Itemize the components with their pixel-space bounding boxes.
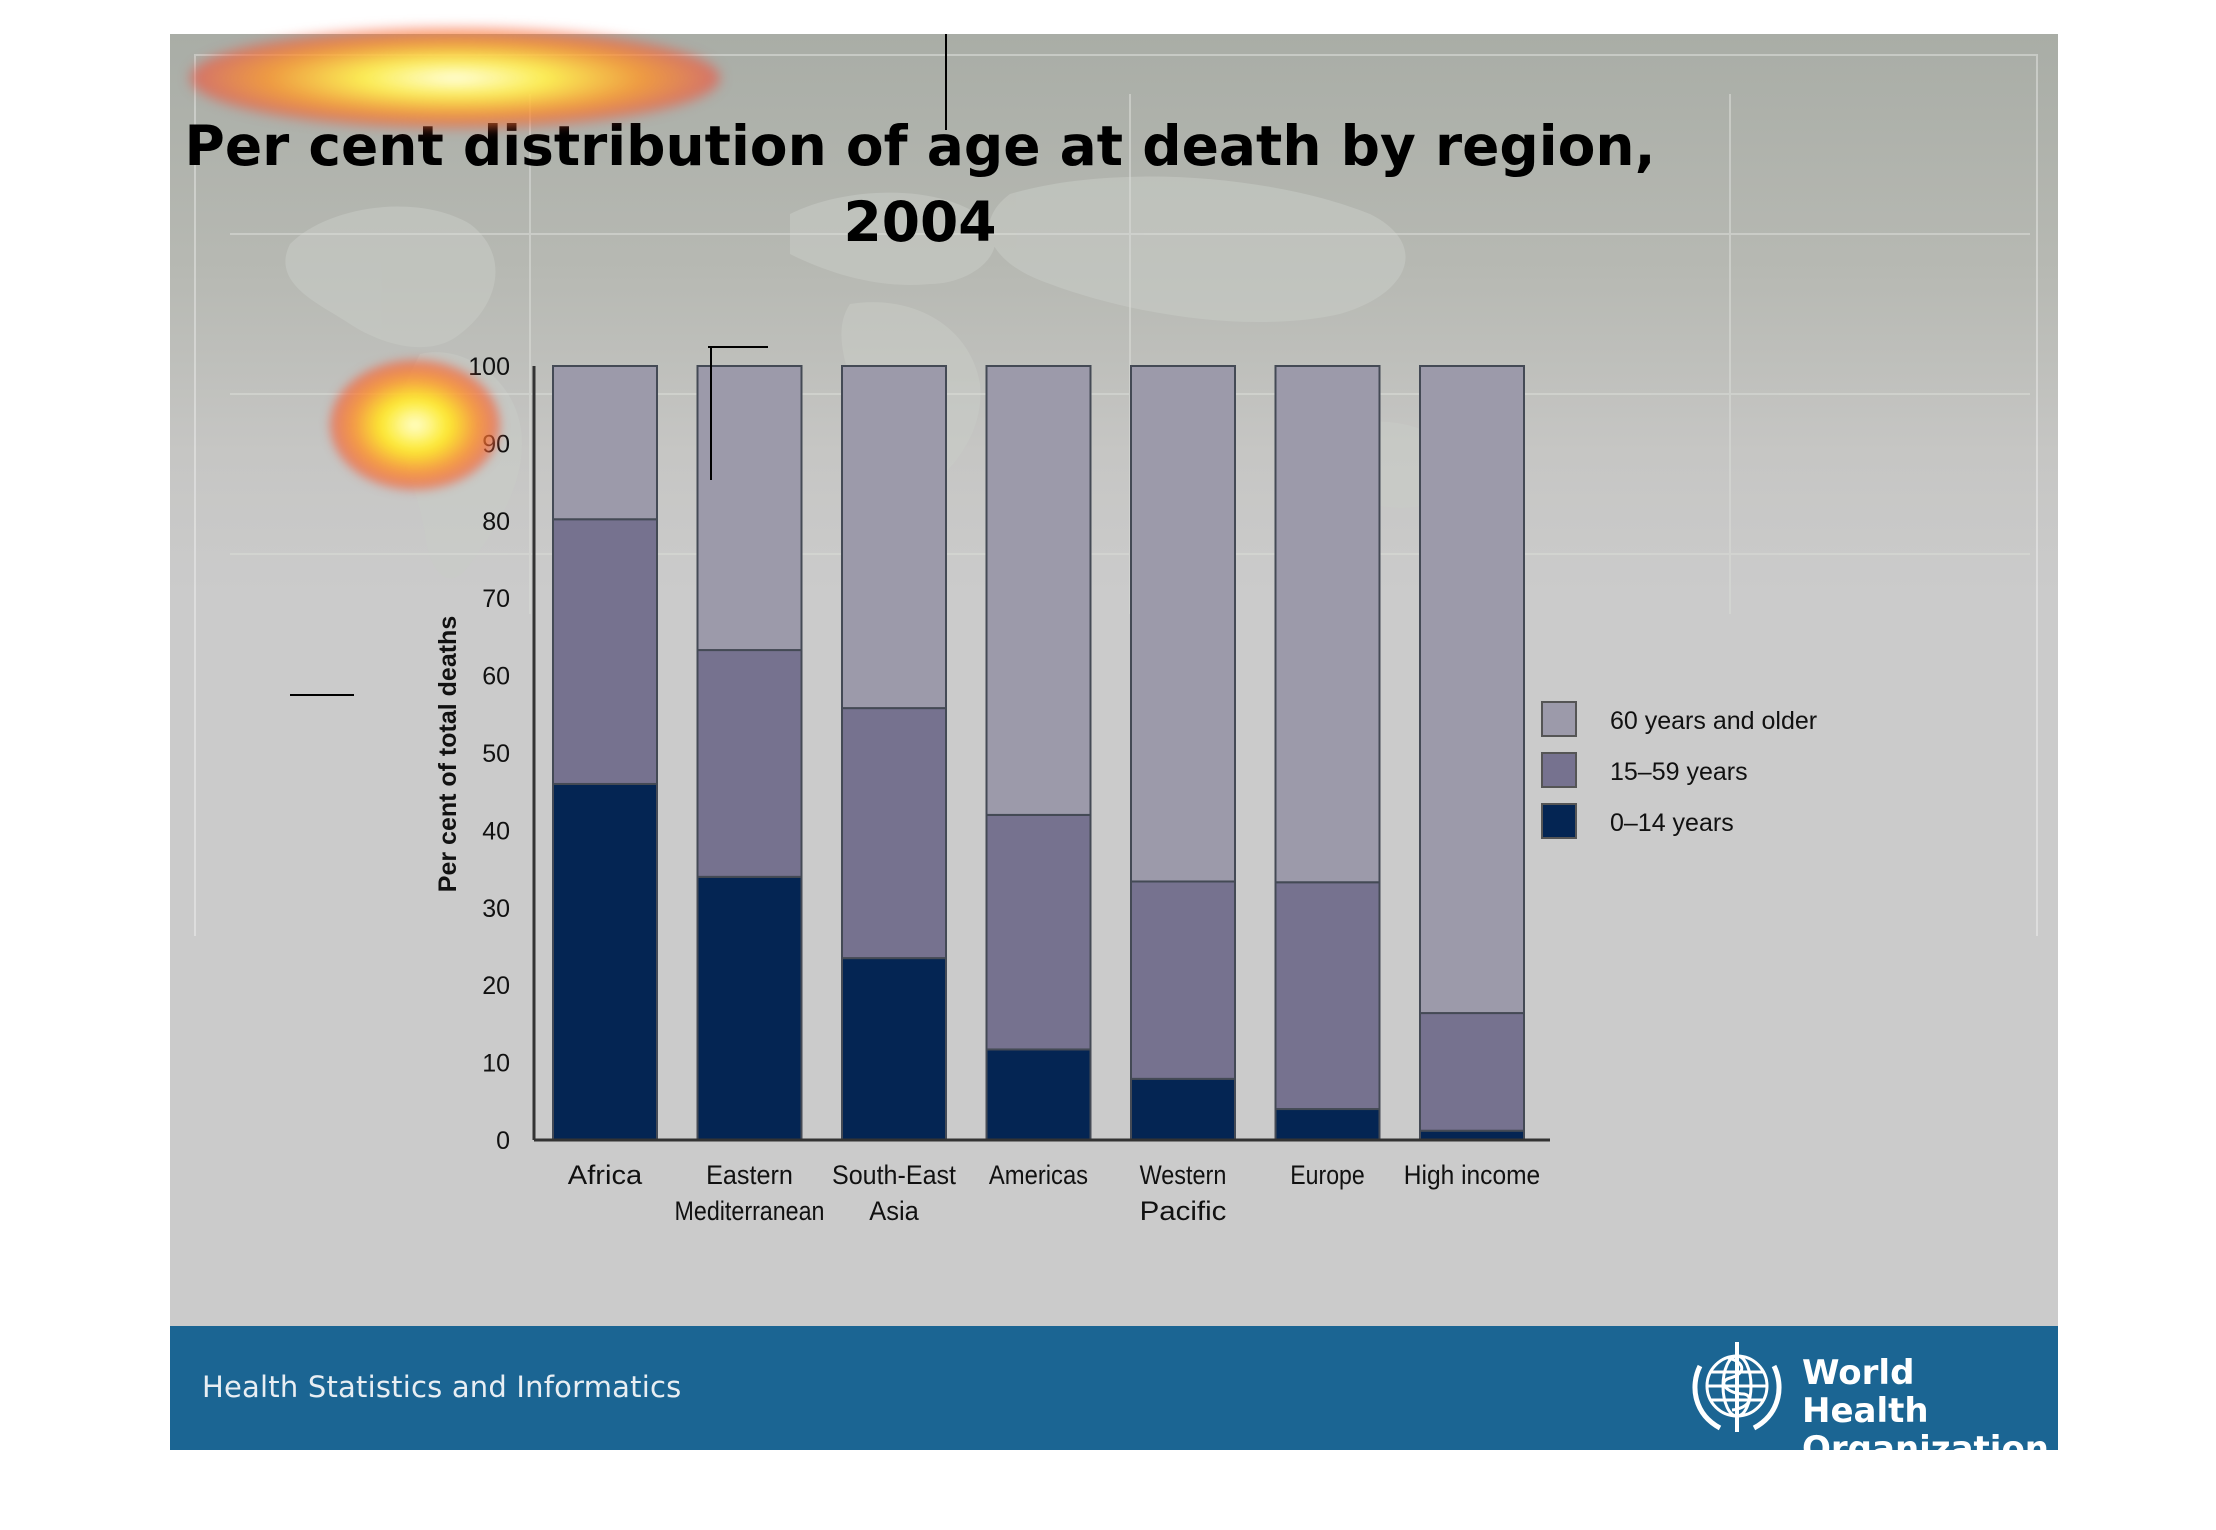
bar-western-pacific-60-years-and-older: [1130, 365, 1236, 883]
chart-title-line-2: 2004: [843, 190, 997, 254]
legend-swatch-15-59-years: [1541, 752, 1577, 788]
x-tick-label: Mediterranean: [675, 1196, 825, 1226]
y-tick-label: 100: [468, 353, 510, 381]
bar-eastern-mediterranean-15-59-years: [696, 649, 803, 878]
y-axis-title: Per cent of total deaths: [434, 616, 462, 892]
x-tick-label: High income: [1404, 1160, 1540, 1190]
legend-swatch-0-14-years: [1541, 803, 1577, 839]
bar-americas-0-14-years: [985, 1048, 1092, 1142]
bar-africa-15-59-years: [552, 518, 658, 785]
bar-europe-0-14-years: [1274, 1108, 1381, 1142]
x-tick-label: Eastern: [706, 1160, 793, 1190]
annotation-line-corner-vertical: [710, 346, 712, 480]
x-tick-label: Pacific: [1140, 1196, 1227, 1226]
y-tick-label: 80: [482, 508, 510, 536]
x-tick-label: Africa: [568, 1160, 643, 1190]
y-tick-label: 40: [482, 817, 510, 845]
x-tick-label: Western: [1140, 1160, 1227, 1190]
legend-swatch-60-years-and-older: [1541, 701, 1577, 737]
x-tick-label: Europe: [1290, 1160, 1364, 1190]
y-tick-label: 0: [496, 1127, 510, 1155]
bar-high-income-60-years-and-older: [1419, 365, 1525, 1015]
bar-south-east-asia-60-years-and-older: [841, 365, 947, 710]
bar-south-east-asia-15-59-years: [841, 707, 947, 960]
who-wordmark-line-1: World Health: [1802, 1353, 1929, 1431]
bar-americas-60-years-and-older: [985, 365, 1092, 816]
y-tick-label: 20: [482, 972, 510, 1000]
bar-europe-60-years-and-older: [1274, 365, 1381, 884]
y-tick-label: 60: [482, 663, 510, 691]
bar-high-income-15-59-years: [1419, 1012, 1525, 1132]
bar-western-pacific-15-59-years: [1130, 880, 1236, 1080]
bar-eastern-mediterranean-0-14-years: [696, 875, 803, 1142]
slide: Per cent distribution of age at death by…: [170, 34, 2058, 1450]
chart-title: Per cent distribution of age at death by…: [170, 108, 1670, 260]
bar-europe-15-59-years: [1274, 881, 1381, 1111]
bar-americas-15-59-years: [985, 813, 1092, 1051]
bar-western-pacific-0-14-years: [1130, 1077, 1236, 1142]
annotation-line-corner-horizontal: [708, 346, 768, 348]
bar-africa-60-years-and-older: [552, 365, 658, 521]
who-wordmark-line-2: Organization: [1802, 1429, 2050, 1450]
axes-layer: [532, 366, 1550, 1142]
bar-africa-0-14-years: [552, 782, 658, 1142]
y-tick-label: 50: [482, 740, 510, 768]
x-tick-label: Asia: [869, 1196, 920, 1226]
annotation-line-vertical-top: [945, 34, 947, 130]
who-emblem-icon: [1692, 1342, 1782, 1432]
y-tick-label: 70: [482, 585, 510, 613]
footer-bar: Health Statistics and Informatics World …: [170, 1326, 2058, 1450]
bar-south-east-asia-0-14-years: [841, 957, 947, 1141]
who-wordmark: World Health Organization: [1802, 1354, 2049, 1450]
legend: 60 years and older 15–59 years 0–14 years: [1541, 701, 1817, 839]
x-tick-label: Americas: [989, 1160, 1088, 1190]
bars-layer: [552, 365, 1525, 1142]
y-tick-label: 30: [482, 895, 510, 923]
y-tick-label: 90: [482, 430, 510, 458]
legend-label-60-years-and-older: 60 years and older: [1610, 707, 1817, 735]
annotation-line-left: [290, 694, 354, 696]
bar-eastern-mediterranean-60-years-and-older: [696, 365, 803, 652]
who-logo: World Health Organization: [1680, 1336, 2049, 1450]
legend-label-0-14-years: 0–14 years: [1610, 809, 1734, 837]
x-tick-label: South-East: [832, 1160, 956, 1190]
footer-text: Health Statistics and Informatics: [202, 1370, 682, 1404]
y-tick-label: 10: [482, 1050, 510, 1078]
legend-label-15-59-years: 15–59 years: [1610, 758, 1748, 786]
